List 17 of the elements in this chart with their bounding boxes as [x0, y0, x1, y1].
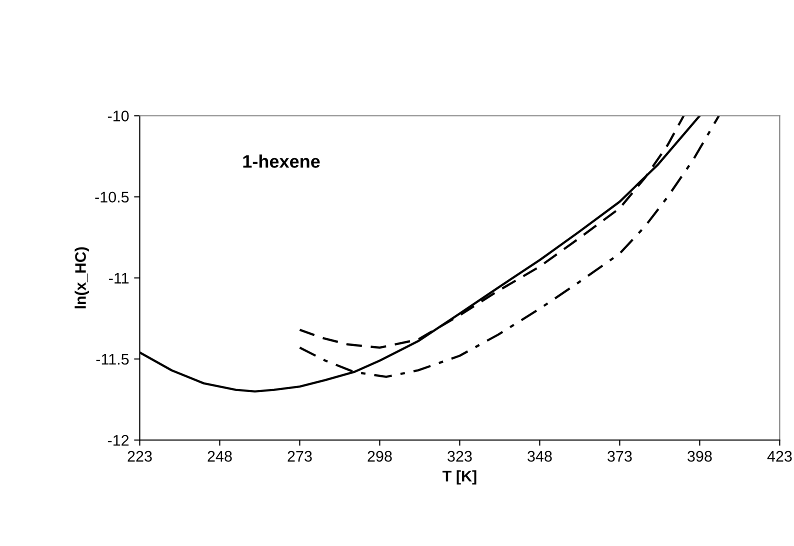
- x-tick-label: 423: [767, 450, 792, 462]
- x-tick-label: 298: [368, 450, 392, 462]
- x-tick-label: 348: [528, 450, 552, 462]
- x-tick-label: 223: [128, 450, 152, 462]
- annotation: 1-hexene: [243, 154, 320, 168]
- y-tick-label: -10.5: [95, 192, 129, 203]
- y-tick-label: -12: [108, 434, 129, 446]
- x-axis-title: T [K]: [442, 470, 476, 485]
- y-tick-label: -10: [108, 110, 129, 122]
- y-tick-label: -11: [109, 272, 129, 284]
- x-tick-label: 323: [448, 450, 472, 462]
- x-tick-label: 248: [208, 450, 232, 462]
- x-tick-label: 373: [608, 450, 632, 462]
- x-tick-label: 273: [288, 450, 312, 462]
- y-tick-label: -11.5: [96, 354, 129, 365]
- x-tick-label: 398: [688, 450, 712, 462]
- y-axis-title: ln(x_HC): [74, 247, 89, 308]
